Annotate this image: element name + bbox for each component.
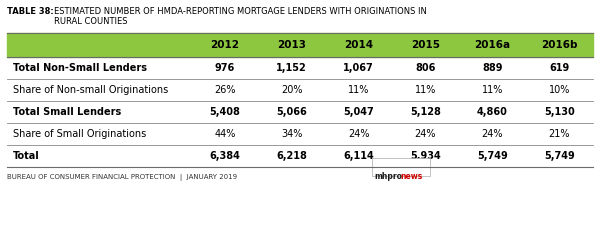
Text: 24%: 24% (348, 129, 370, 139)
Bar (7, 33, 593, 57)
Text: 1,152: 1,152 (277, 63, 307, 73)
Text: 6,114: 6,114 (343, 151, 374, 161)
Text: 2014: 2014 (344, 40, 373, 50)
Text: 2012: 2012 (211, 40, 239, 50)
Text: 20%: 20% (281, 85, 302, 95)
Text: ESTIMATED NUMBER OF HMDA-REPORTING MORTGAGE LENDERS WITH ORIGINATIONS IN: ESTIMATED NUMBER OF HMDA-REPORTING MORTG… (54, 7, 427, 16)
Text: news: news (400, 172, 422, 181)
Text: 5,749: 5,749 (544, 151, 575, 161)
Text: 44%: 44% (214, 129, 236, 139)
Text: Total Non-Small Lenders: Total Non-Small Lenders (13, 63, 147, 73)
Text: 5,130: 5,130 (544, 107, 575, 117)
Text: Total: Total (13, 151, 40, 161)
Text: 806: 806 (415, 63, 436, 73)
Text: BUREAU OF CONSUMER FINANCIAL PROTECTION  |  JANUARY 2019: BUREAU OF CONSUMER FINANCIAL PROTECTION … (7, 174, 237, 181)
Text: 5,749: 5,749 (477, 151, 508, 161)
Text: 24%: 24% (481, 129, 503, 139)
Text: 2013: 2013 (277, 40, 306, 50)
Text: 1,067: 1,067 (343, 63, 374, 73)
Text: mhpro: mhpro (374, 172, 402, 181)
Text: 21%: 21% (548, 129, 570, 139)
Text: 4,860: 4,860 (477, 107, 508, 117)
Text: 6,384: 6,384 (209, 151, 241, 161)
FancyBboxPatch shape (372, 158, 430, 176)
Text: 5,128: 5,128 (410, 107, 441, 117)
Text: 5,066: 5,066 (277, 107, 307, 117)
Text: 889: 889 (482, 63, 502, 73)
Text: 11%: 11% (348, 85, 369, 95)
Text: 2016a: 2016a (474, 40, 510, 50)
Text: TABLE 38:: TABLE 38: (7, 7, 54, 16)
Text: 10%: 10% (548, 85, 570, 95)
Text: 11%: 11% (482, 85, 503, 95)
Text: Total Small Lenders: Total Small Lenders (13, 107, 121, 117)
Text: 976: 976 (215, 63, 235, 73)
Text: RURAL COUNTIES: RURAL COUNTIES (54, 17, 128, 26)
Text: 2015: 2015 (411, 40, 440, 50)
Text: Share of Non-small Originations: Share of Non-small Originations (13, 85, 168, 95)
Text: 619: 619 (549, 63, 569, 73)
Text: 26%: 26% (214, 85, 236, 95)
Text: 34%: 34% (281, 129, 302, 139)
Text: 5,047: 5,047 (343, 107, 374, 117)
Text: 5,934: 5,934 (410, 151, 441, 161)
Text: 11%: 11% (415, 85, 436, 95)
Text: 5,408: 5,408 (209, 107, 241, 117)
Text: Share of Small Originations: Share of Small Originations (13, 129, 146, 139)
Text: 6,218: 6,218 (277, 151, 307, 161)
Text: 2016b: 2016b (541, 40, 578, 50)
Text: 24%: 24% (415, 129, 436, 139)
